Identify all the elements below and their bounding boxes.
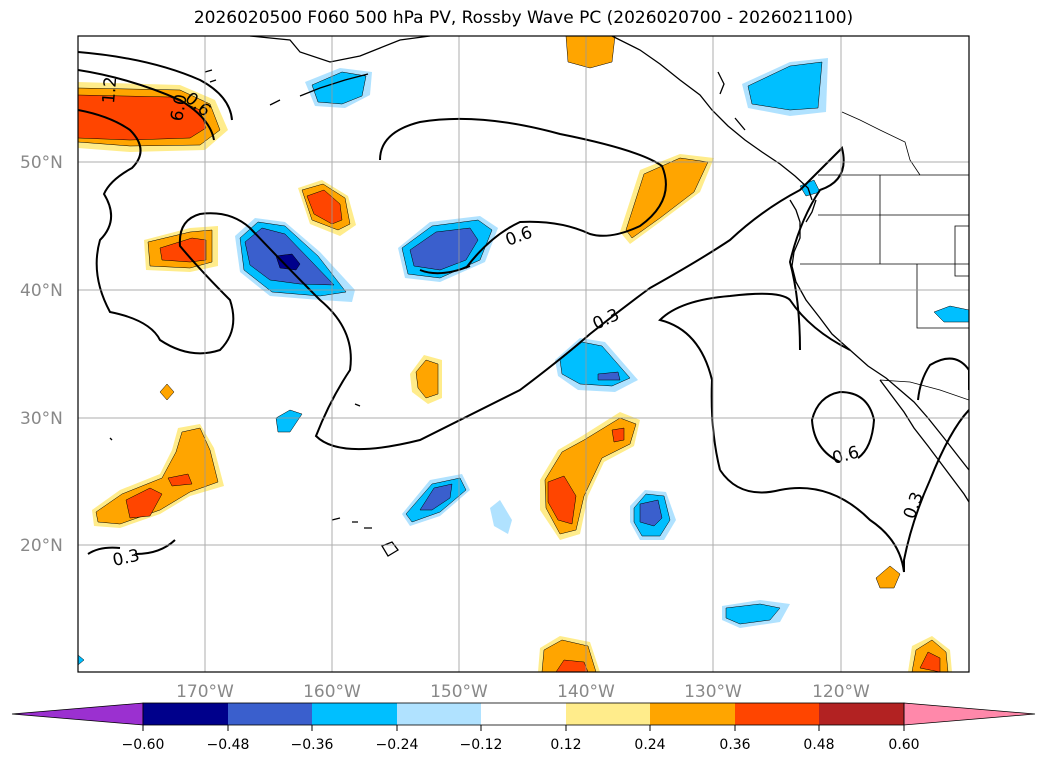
contour-label-6-0: 6.0: [167, 93, 191, 123]
colorbar-tick-label: −0.48: [207, 737, 250, 753]
positive-anomaly-140w: [540, 412, 640, 540]
colorbar-segment: [312, 703, 397, 725]
positive-anomaly-bottom-right: [908, 636, 952, 672]
colorbar-tick-label: −0.24: [376, 737, 419, 753]
positive-anomaly-bottom: [538, 636, 600, 672]
colorbar-tick-label: −0.60: [122, 737, 165, 753]
pv-anomaly-fills: [78, 36, 969, 672]
negative-anomaly-24n: [402, 474, 470, 526]
colorbar-tick-label: 0.36: [719, 737, 750, 753]
lon-label-140w: 140°W: [557, 682, 615, 702]
lat-label-40n: 40°N: [20, 281, 63, 301]
negative-anomaly-163w: [235, 218, 355, 302]
colorbar-tick-label: 0.48: [803, 737, 834, 753]
negative-anomaly-edge: [78, 654, 85, 666]
colorbar-segment: [650, 703, 735, 725]
negative-anomaly-gulf-alaska: [742, 58, 828, 116]
positive-anomaly-northwest: [78, 82, 228, 152]
colorbar-ticks: [142, 725, 905, 731]
negative-anomaly-139w: [555, 338, 638, 392]
longitude-labels: 170°W 160°W 150°W 140°W 130°W 120°W: [176, 682, 870, 702]
map-title: 2026020500 F060 500 hPa PV, Rossby Wave …: [193, 8, 854, 28]
colorbar: −0.60 −0.48 −0.36 −0.24 −0.12 0.12 0.24 …: [11, 702, 1036, 753]
colorbar-segment: [566, 703, 650, 725]
negative-anomaly-tiny: [490, 500, 512, 534]
lon-label-130w: 130°W: [684, 682, 742, 702]
colorbar-segment: [481, 703, 566, 725]
colorbar-tick-label: −0.12: [460, 737, 503, 753]
colorbar-tick-label: 0.12: [550, 737, 581, 753]
colorbar-segment: [228, 703, 312, 725]
lat-label-20n: 20°N: [20, 536, 63, 556]
colorbar-segment: [819, 703, 904, 725]
colorbar-tick-label: 0.24: [634, 737, 665, 753]
latitude-labels: 50°N 40°N 30°N 20°N: [20, 153, 63, 556]
colorbar-extend-max: [903, 702, 1036, 726]
lon-label-170w: 170°W: [176, 682, 234, 702]
negative-anomaly-150w: [398, 216, 498, 282]
colorbar-tick-label: 0.60: [888, 737, 919, 753]
positive-anomaly-17n: [875, 565, 901, 589]
positive-anomaly-136w: [620, 154, 714, 244]
lon-label-120w: 120°W: [812, 682, 870, 702]
lat-label-50n: 50°N: [20, 153, 63, 173]
colorbar-segment: [397, 703, 481, 725]
lat-label-30n: 30°N: [20, 409, 63, 429]
map-area[interactable]: [78, 36, 969, 672]
pv-contours: [78, 51, 969, 573]
colorbar-border: [142, 702, 905, 726]
positive-anomaly-172w: [144, 226, 218, 272]
positive-anomaly-southwest: [92, 424, 224, 528]
positive-anomaly-top: [565, 36, 616, 69]
lon-label-150w: 150°W: [430, 682, 488, 702]
colorbar-segment: [143, 703, 228, 725]
positive-anomaly-small: [159, 383, 175, 401]
negative-anomaly-california: [933, 305, 969, 323]
positive-anomaly-152w: [410, 355, 442, 404]
contour-label-1-2: 1.2: [99, 76, 121, 105]
map-border: [77, 35, 970, 673]
negative-anomaly-135w: [630, 490, 676, 540]
positive-anomaly-160w: [298, 180, 356, 236]
lon-label-160w: 160°W: [303, 682, 361, 702]
negative-anomaly-aleutian: [305, 68, 372, 108]
negative-anomaly-small: [275, 409, 303, 433]
negative-anomaly-14n: [722, 600, 790, 628]
gridlines: [78, 36, 969, 672]
colorbar-extend-min: [11, 702, 144, 726]
colorbar-tick-label: −0.36: [291, 737, 334, 753]
colorbar-segment: [735, 703, 819, 725]
